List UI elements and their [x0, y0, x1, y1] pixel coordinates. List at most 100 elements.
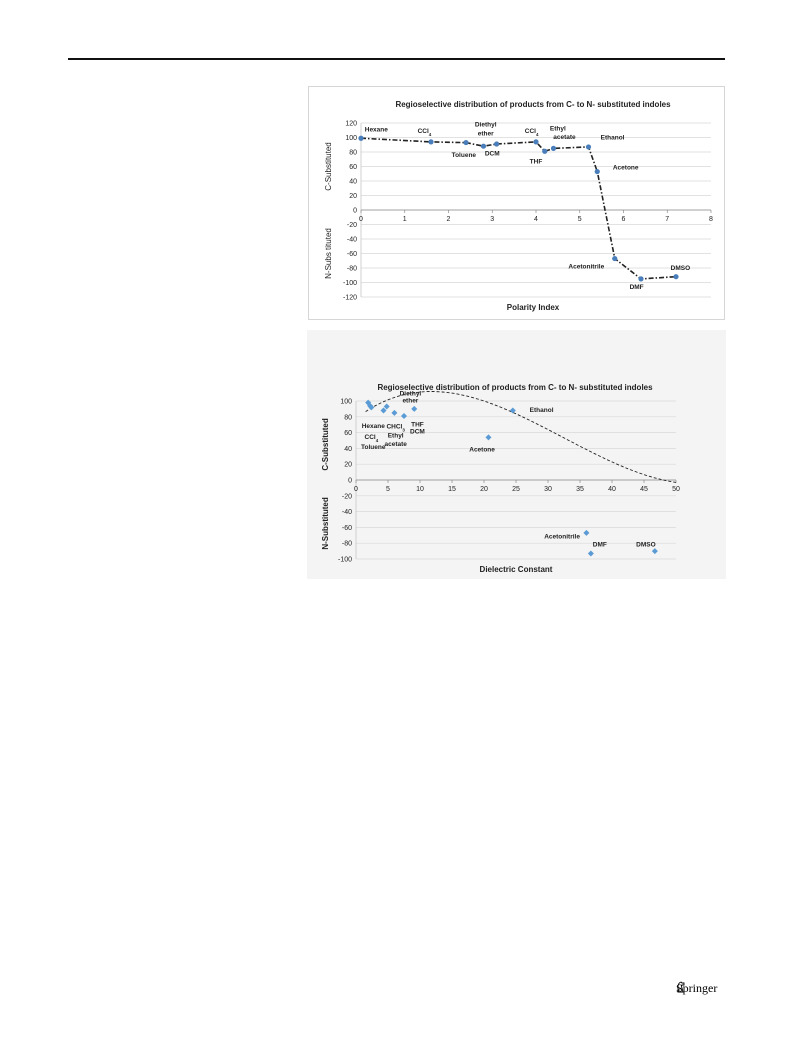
polarity-index-chart: Regioselective distribution of products …	[324, 100, 713, 312]
point-label: Acetonitrile	[568, 264, 604, 271]
point-label: CCl4	[418, 128, 432, 137]
point-label: Ethyl	[388, 432, 404, 439]
y-tick-label: 120	[345, 121, 357, 128]
y-tick-label: -60	[347, 251, 357, 258]
x-axis-label: Dielectric Constant	[480, 565, 553, 574]
point-label-subscript: 4	[376, 437, 379, 442]
x-tick-label: 7	[665, 216, 669, 223]
data-point	[594, 168, 600, 175]
x-tick-label: 40	[608, 486, 616, 493]
trendline	[365, 391, 677, 483]
series-line	[360, 137, 677, 280]
point-label: Toluene	[361, 444, 386, 451]
point-label: acetate	[384, 441, 407, 448]
x-tick-label: 0	[354, 486, 358, 493]
x-tick-label: 0	[359, 216, 363, 223]
springer-horse-icon	[677, 981, 685, 993]
point-label: Hexane	[362, 423, 386, 430]
point-label: Acetonitrile	[544, 533, 580, 540]
y-tick-label: 80	[349, 150, 357, 157]
data-point	[380, 407, 387, 414]
x-tick-label: 35	[576, 486, 584, 493]
data-point	[411, 405, 418, 412]
x-tick-label: 6	[622, 216, 626, 223]
point-label: Ethanol	[530, 407, 554, 414]
point-label: Ethyl	[550, 125, 566, 132]
data-point	[383, 403, 390, 410]
data-point	[391, 409, 398, 416]
x-tick-label: 2	[447, 216, 451, 223]
y-tick-label: 20	[349, 193, 357, 200]
y-tick-label: 0	[353, 208, 357, 215]
point-label: ether	[402, 398, 418, 405]
x-tick-label: 50	[672, 486, 680, 493]
x-tick-label: 8	[709, 216, 713, 223]
data-point	[368, 404, 375, 411]
x-tick-label: 15	[448, 486, 456, 493]
data-point	[612, 255, 618, 262]
top-rule	[68, 58, 725, 60]
figure-dielectric-constant: Regioselective distribution of products …	[307, 330, 726, 579]
y-tick-label: 80	[344, 414, 352, 421]
point-label: Acetone	[613, 164, 639, 171]
data-point	[358, 135, 364, 141]
y-axis-label-top: C-Substituted	[324, 142, 333, 190]
y-tick-label: -60	[342, 525, 352, 532]
y-tick-label: 100	[340, 399, 352, 406]
data-point	[533, 139, 539, 145]
y-tick-label: -40	[347, 237, 357, 244]
figure-polarity-index: Regioselective distribution of products …	[308, 86, 725, 320]
data-point	[463, 139, 469, 146]
x-tick-label: 45	[640, 486, 648, 493]
x-tick-label: 20	[480, 486, 488, 493]
point-label: DMF	[630, 284, 644, 291]
y-tick-label: 60	[349, 164, 357, 171]
point-label: Acetone	[469, 447, 495, 454]
y-tick-label: 40	[344, 446, 352, 453]
x-tick-label: 10	[416, 486, 424, 493]
point-label: CCl4	[365, 434, 379, 443]
y-tick-label: -80	[342, 541, 352, 548]
data-point	[485, 434, 492, 441]
data-point	[480, 143, 487, 149]
y-axis-label-top: C-Substituted	[321, 418, 330, 471]
point-label: DMSO	[636, 541, 656, 548]
point-label-subscript: 4	[429, 132, 432, 137]
y-tick-label: -120	[343, 295, 357, 302]
point-label: Ethanol	[601, 135, 625, 142]
x-tick-label: 5	[578, 216, 582, 223]
x-axis-label: Polarity Index	[507, 303, 560, 312]
data-point	[638, 276, 644, 282]
y-axis-label-bottom: N-Substituted	[321, 497, 330, 550]
point-label: CCl4	[525, 128, 539, 137]
chart-title: Regioselective distribution of products …	[395, 100, 671, 109]
x-tick-label: 3	[490, 216, 494, 223]
data-point	[365, 399, 372, 406]
point-label-subscript: 3	[402, 427, 405, 432]
data-point	[494, 141, 500, 147]
point-label: Diethyl	[475, 122, 497, 129]
point-label: DMF	[593, 541, 607, 548]
publisher-name: Springer	[676, 981, 718, 995]
point-label: DCM	[485, 151, 500, 158]
data-point	[583, 529, 590, 536]
point-label: THF	[411, 421, 424, 428]
y-tick-label: -20	[342, 493, 352, 500]
x-tick-label: 25	[512, 486, 520, 493]
data-point	[509, 407, 516, 414]
point-label: DMSO	[671, 265, 691, 272]
data-point	[550, 145, 557, 151]
x-tick-label: 1	[403, 216, 407, 223]
point-label: acetate	[553, 134, 576, 141]
publisher-footer: Springer	[676, 981, 717, 996]
y-tick-label: 100	[345, 135, 357, 142]
data-point	[585, 144, 592, 150]
y-axis-label-bottom: N-Subs tituted	[324, 228, 333, 279]
data-point	[428, 139, 434, 145]
point-label: Toluene	[452, 152, 477, 159]
point-label: CHCl3	[386, 424, 405, 433]
chart-title: Regioselective distribution of products …	[377, 383, 653, 392]
point-label: Diethyl	[400, 390, 422, 397]
y-tick-label: -100	[343, 280, 357, 287]
y-tick-label: -100	[338, 557, 352, 564]
